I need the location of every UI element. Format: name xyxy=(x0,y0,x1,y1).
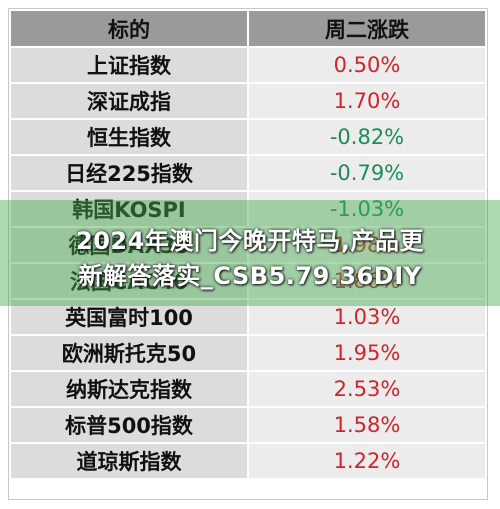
index-name: 纳斯达克指数 xyxy=(9,370,249,408)
column-header-name: 标的 xyxy=(9,9,249,48)
index-change: -0.79% xyxy=(247,154,487,192)
table-row: 纳斯达克指数 2.53% xyxy=(9,370,487,408)
index-change: 1.58% xyxy=(247,406,487,444)
index-change: 1.86% xyxy=(247,262,487,300)
table-row: 日经225指数 -0.79% xyxy=(9,154,487,192)
table-row: 上证指数 0.50% xyxy=(9,46,487,84)
table-row: 韩国KOSPI -1.03% xyxy=(9,190,487,228)
index-name: 法国CAC40 xyxy=(9,262,249,300)
index-change-table-frame: 标的 周二涨跌 上证指数 0.50% 深证成指 1.70% 恒生指数 -0.82… xyxy=(8,8,488,500)
index-change-table: 标的 周二涨跌 上证指数 0.50% 深证成指 1.70% 恒生指数 -0.82… xyxy=(9,9,487,480)
column-header-change: 周二涨跌 xyxy=(247,9,487,48)
table-row: 英国富时100 1.03% xyxy=(9,298,487,336)
index-name: 日经225指数 xyxy=(9,154,249,192)
index-change: 0.50% xyxy=(247,46,487,84)
index-change: 2.53% xyxy=(247,370,487,408)
index-name: 道琼斯指数 xyxy=(9,442,249,480)
table-row: 法国CAC40 1.86% xyxy=(9,262,487,300)
table-header-row: 标的 周二涨跌 xyxy=(9,9,487,48)
table-row: 标普500指数 1.58% xyxy=(9,406,487,444)
table-row: 德国DAX30 1.98% xyxy=(9,226,487,264)
index-name: 上证指数 xyxy=(9,46,249,84)
index-change: 1.95% xyxy=(247,334,487,372)
index-change: 1.22% xyxy=(247,442,487,480)
table-row: 恒生指数 -0.82% xyxy=(9,118,487,156)
table-row: 欧洲斯托克50 1.95% xyxy=(9,334,487,372)
table-row: 道琼斯指数 1.22% xyxy=(9,442,487,480)
index-change: -1.03% xyxy=(247,190,487,228)
index-name: 恒生指数 xyxy=(9,118,249,156)
index-name: 深证成指 xyxy=(9,82,249,120)
index-name: 欧洲斯托克50 xyxy=(9,334,249,372)
index-name: 德国DAX30 xyxy=(9,226,249,264)
index-name: 标普500指数 xyxy=(9,406,249,444)
index-change: 1.98% xyxy=(247,226,487,264)
index-change: 1.70% xyxy=(247,82,487,120)
index-change: -0.82% xyxy=(247,118,487,156)
index-name: 韩国KOSPI xyxy=(9,190,249,228)
table-row: 深证成指 1.70% xyxy=(9,82,487,120)
index-change: 1.03% xyxy=(247,298,487,336)
index-name: 英国富时100 xyxy=(9,298,249,336)
